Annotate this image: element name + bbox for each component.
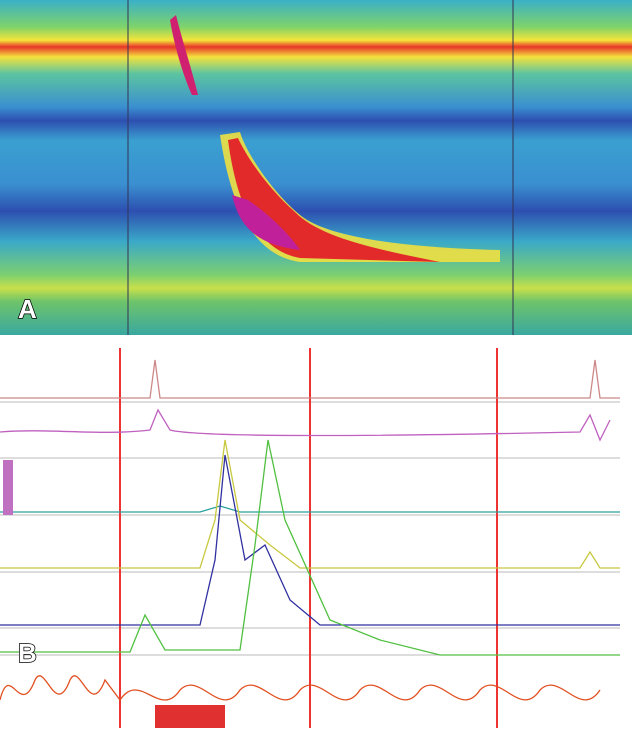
page: A B (() => { const data = JS xyxy=(0,0,632,728)
panel-a: A xyxy=(0,0,632,335)
heatmap xyxy=(0,0,632,335)
panel-b: B xyxy=(0,345,632,728)
panel-label: A xyxy=(18,294,37,324)
channel-tag xyxy=(3,460,13,515)
panel-label: B xyxy=(18,638,37,668)
figure: A B xyxy=(0,0,632,728)
impedance-bar xyxy=(155,705,225,728)
